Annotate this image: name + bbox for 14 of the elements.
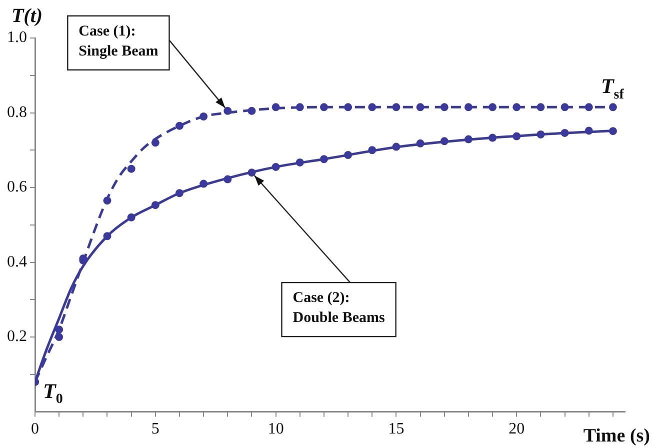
y-tick-label: 0.8: [7, 104, 27, 121]
x-axis-title: Time (s): [583, 425, 650, 446]
annotation: Case (2): Double Beams: [292, 290, 385, 326]
x-tick-label: 5: [151, 420, 160, 438]
x-tick-label: 20: [508, 420, 525, 438]
y-tick-label: 1.0: [7, 29, 27, 46]
x-tick-label: 15: [388, 420, 404, 438]
annotation: Case (1): Single Beam: [78, 23, 159, 60]
y-tick-label: 0.6: [7, 178, 27, 196]
x-tick-label: 10: [268, 420, 284, 438]
y-tick-label: 0.2: [7, 328, 27, 346]
y-tick-label: 0.4: [7, 253, 27, 270]
y-axis-title: T(t): [11, 5, 43, 27]
x-tick-label: 0: [31, 420, 39, 438]
